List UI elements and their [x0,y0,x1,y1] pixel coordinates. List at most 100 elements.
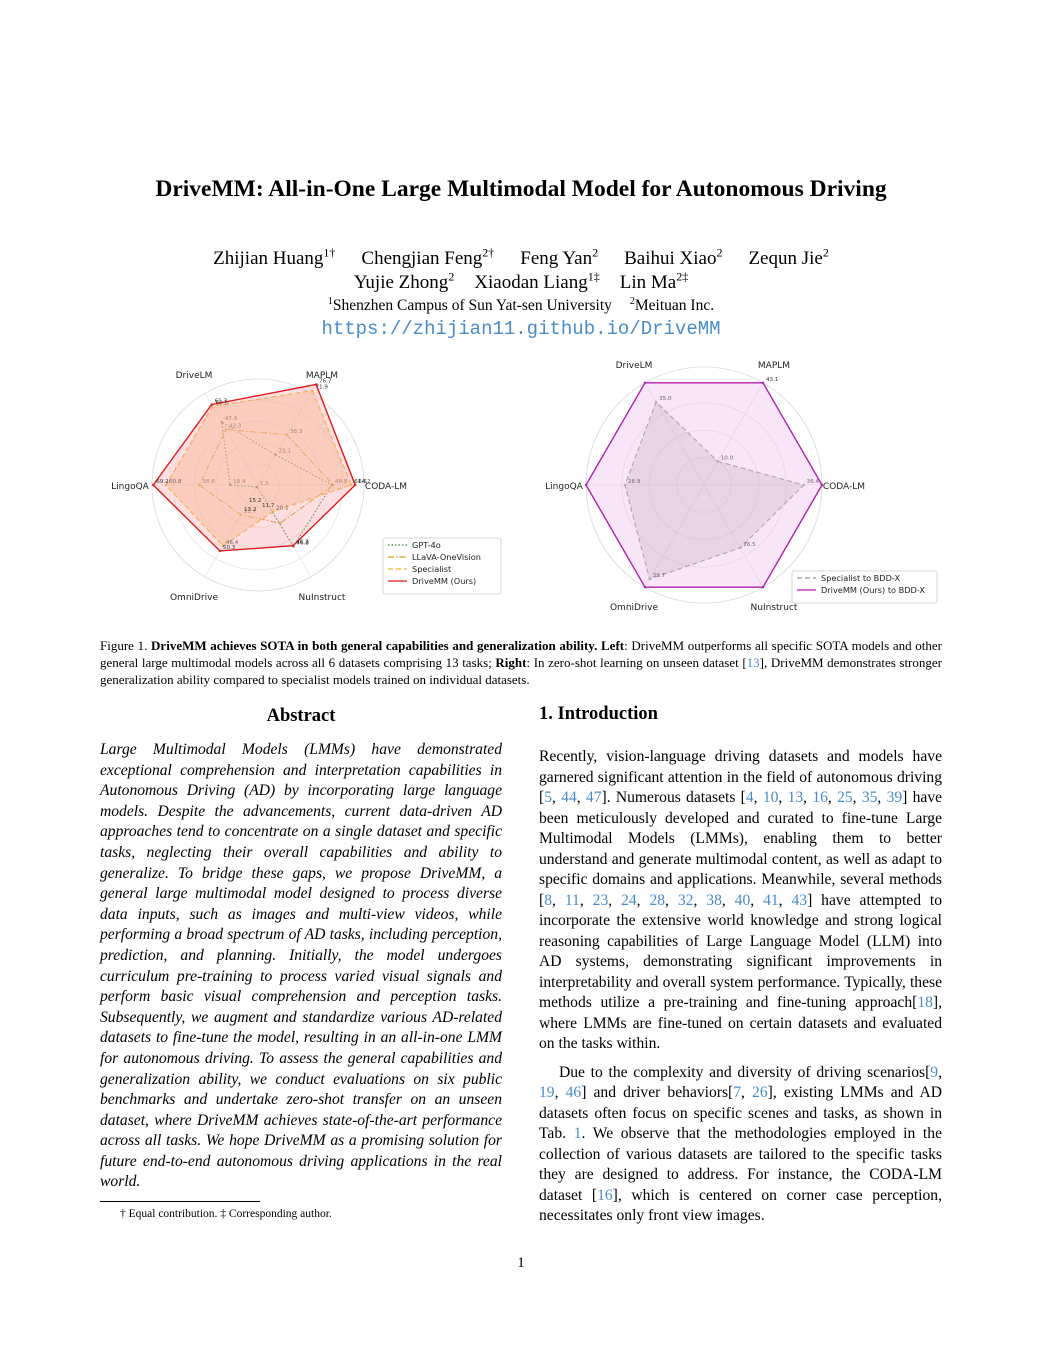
caption-right-label: Right [495,655,527,670]
data-point [224,428,228,431]
citation-link[interactable]: 47 [585,789,602,806]
data-label: 71.9 [315,385,328,391]
paragraph-text: ], existing LMMs and AD datasets often f… [539,1084,943,1142]
paragraph-text: , [778,789,788,806]
paragraph-text: Recently, vision-language driving datase… [539,748,942,806]
data-label: 22.7 [244,509,257,515]
paragraph-text: , [778,891,792,909]
author-mark: 2† [482,246,495,260]
spoke [204,393,259,486]
data-point [643,585,647,589]
citation-link[interactable]: 13 [787,789,804,806]
axis-label: MAPLM [758,361,790,371]
paragraph-text: , [636,891,650,909]
intro-paragraph-1: Recently, vision-language driving datase… [539,747,942,1055]
data-label: 38.3 [290,429,303,435]
data-label: 50.3 [223,545,236,551]
paragraph-text: ], which is centered on corner case perc… [539,1186,942,1225]
data-point [802,483,805,487]
citation-link[interactable]: 44 [561,789,577,806]
data-label: 35.0 [659,396,672,402]
spoke [703,382,764,486]
figure-1: MAPLM CODA-LM NuInstruct OmniDrive LingoQA Dr… [0,340,1042,630]
citation-link[interactable]: 46 [565,1084,582,1101]
citation-link[interactable]: 19 [539,1084,555,1101]
paragraph-text: , [938,1063,942,1081]
citation-link[interactable]: 25 [837,789,853,806]
data-point [220,420,223,424]
affiliation-mark: 1 [327,296,333,307]
citation-link[interactable]: 13 [746,655,760,670]
data-label: 10.0 [721,455,734,461]
data-point [654,400,658,404]
citation-link[interactable]: 41 [763,891,779,909]
caption-right-text-end: ], DriveMM demonstrates stronger general… [100,655,942,687]
citation-link[interactable]: 35 [861,789,878,806]
citation-link[interactable]: 8 [544,891,552,909]
data-label: 60.0 [216,400,229,406]
citation-link[interactable]: 5 [544,789,552,806]
data-point [285,433,289,436]
data-label: 76.7 [319,378,332,384]
paragraph-text: , [753,789,763,806]
author-name: Yujie Zhong2 [353,270,455,294]
data-point [354,483,357,487]
data-label: 46.3 [296,540,309,546]
spoke [644,382,705,486]
citation-link[interactable]: 23 [592,891,609,909]
author-name: Chengjian Feng2† [361,246,495,270]
citation-link[interactable]: 4 [745,789,754,806]
citation-link[interactable]: 40 [734,891,751,909]
citation-link[interactable]: 28 [649,891,666,909]
citation-link[interactable]: 9 [930,1063,939,1081]
axis-label: OmniDrive [610,603,659,613]
axis-label: OmniDrive [170,593,219,603]
citation-link[interactable]: 26 [752,1084,768,1101]
citation-link[interactable]: 16 [597,1186,613,1204]
introduction-body: Recently, vision-language driving datase… [539,747,942,1227]
citation-link[interactable]: 32 [677,891,694,909]
axis-label: LingoQA [111,482,150,492]
paragraph-text: , [852,789,862,806]
citation-link[interactable]: 24 [621,891,637,909]
citation-link[interactable]: 7 [733,1084,742,1101]
axis-label: NuInstruct [751,603,798,613]
data-point [716,460,719,463]
data-point [218,549,222,553]
author-name: Baihui Xiao2 [624,246,723,270]
project-url[interactable]: https://zhijian11.github.io/DriveMM [321,318,721,340]
paragraph-text: , [750,891,764,909]
paragraph-text: , [552,891,565,909]
author-mark: 2 [822,246,829,260]
citation-link[interactable]: 11 [564,891,580,909]
paragraph-text: , [608,891,622,909]
author-list-line1: Zhijian Huang1† Chengjian Feng2† Feng Yan2… [0,246,1042,270]
citation-link[interactable]: 1 [573,1125,582,1142]
affiliation: 1Shenzhen Campus of Sun Yat-sen Universi… [327,296,612,315]
data-point [210,403,213,406]
citation-link[interactable]: 43 [791,891,808,909]
citation-link[interactable]: 10 [762,789,779,806]
paragraph-text: , [554,1084,566,1101]
legend-entry: LLaVA-OneVision [412,552,481,562]
axis-label: LingoQA [545,482,584,492]
paragraph-text: , [877,789,887,806]
citation-link[interactable]: 38 [706,891,722,909]
data-label: 38.8 [202,479,215,485]
data-label: 15.2 [249,498,261,504]
citation-link[interactable]: 16 [812,789,828,806]
author-name: Feng Yan2 [520,246,599,270]
data-point [291,544,295,547]
paragraph-text: . We observe that the methodologies empl… [539,1125,942,1204]
data-point [272,510,275,513]
caption-bold: DriveMM achieves SOTA in both general ca… [151,638,601,653]
legend-entry: Specialist to BDD-X [821,573,900,583]
affiliation: 2Meituan Inc. [629,296,715,315]
data-point [311,389,314,392]
data-label: 1.5 [260,481,269,487]
citation-link[interactable]: 18 [917,994,933,1011]
citation-link[interactable]: 39 [886,789,903,806]
paragraph-text: , [552,789,562,806]
paragraph-text: ], where LMMs are fine-tuned on certain … [539,994,942,1052]
affiliation-mark: 2 [629,296,635,307]
